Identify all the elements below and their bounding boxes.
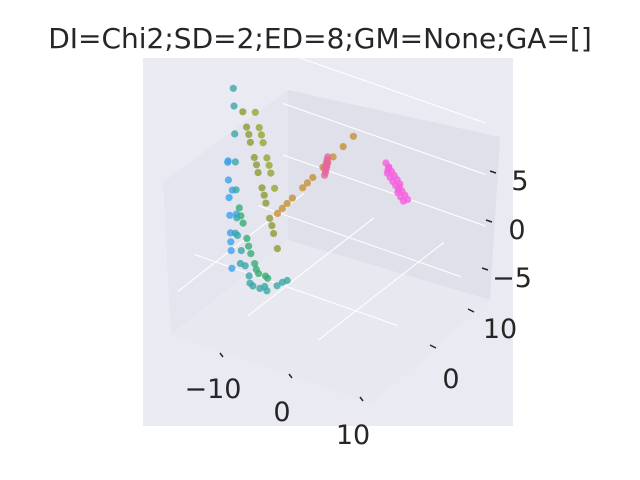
scatter-point: [254, 169, 262, 177]
scatter-points: [224, 84, 412, 295]
scatter-point: [239, 219, 247, 227]
scatter-point: [349, 132, 357, 140]
scatter-point: [231, 130, 239, 138]
scatter-point: [257, 131, 265, 139]
scatter-point: [243, 123, 251, 131]
y-tick-label: 10: [483, 314, 517, 345]
scatter-point: [229, 84, 237, 92]
z-tick-mark: [489, 170, 497, 174]
scatter-point: [324, 153, 332, 161]
z-tick-label: 5: [511, 166, 528, 197]
scatter-point: [273, 282, 281, 290]
scatter-point: [243, 234, 251, 242]
scatter-point: [224, 176, 232, 184]
scatter-point: [226, 211, 234, 219]
scatter-point: [225, 194, 233, 202]
scatter-point: [382, 159, 390, 167]
scatter-point: [227, 238, 235, 246]
x-tick-label: 10: [336, 420, 370, 451]
x-tick-mark: [219, 352, 224, 358]
grid-line: [317, 241, 445, 341]
z-tick-mark: [485, 219, 493, 223]
scatter-point: [250, 153, 258, 162]
scatter-point: [259, 139, 267, 147]
scatter-point: [263, 287, 271, 295]
scatter-point: [303, 179, 311, 187]
x-tick-label: −10: [185, 374, 242, 405]
grid-line: [247, 217, 375, 317]
scatter-point: [329, 153, 337, 161]
scatter-point: [273, 209, 282, 217]
scatter-point: [233, 231, 242, 239]
z-tick-mark: [481, 267, 489, 271]
scatter-point: [233, 214, 241, 222]
scatter-point: [231, 158, 239, 166]
scatter-point: [273, 245, 281, 253]
scatter-point: [268, 222, 276, 230]
x-tick-mark: [359, 396, 364, 402]
y-tick-mark: [467, 308, 475, 313]
scatter-point: [249, 282, 257, 290]
scatter-point: [271, 184, 279, 192]
scatter-point: [224, 157, 232, 165]
scatter-point: [283, 276, 291, 285]
z-tick-label: 0: [508, 215, 525, 246]
x-tick-mark: [288, 373, 293, 379]
grid-line: [257, 205, 461, 278]
scatter-point: [227, 247, 235, 255]
scatter-point: [263, 154, 271, 162]
pane-left: [163, 90, 288, 335]
pane-back: [288, 90, 500, 300]
grid-line: [282, 51, 487, 124]
grid-line: [282, 154, 487, 227]
scatter-point: [255, 124, 263, 132]
scatter-point: [339, 143, 347, 151]
y-tick-label: 0: [442, 364, 459, 395]
scatter-point: [323, 159, 331, 168]
scatter-point: [228, 264, 236, 272]
scatter-point: [247, 250, 255, 258]
scatter-point: [278, 204, 286, 212]
scatter-point: [288, 194, 296, 202]
scatter-point: [246, 138, 254, 146]
scatter-point: [264, 274, 272, 282]
scatter-point: [265, 161, 273, 169]
scatter-point: [258, 184, 266, 192]
grid-line: [282, 103, 487, 176]
scatter-point: [260, 191, 268, 199]
scatter-point: [262, 199, 270, 207]
scatter-point: [232, 186, 240, 194]
scatter-point: [299, 184, 307, 192]
scatter-point: [245, 242, 253, 250]
scatter-point: [245, 130, 253, 138]
scatter-point: [266, 214, 274, 222]
scatter-point: [283, 199, 291, 208]
scatter-point: [230, 102, 238, 110]
grid-line: [194, 254, 398, 327]
z-tick-label: −5: [492, 263, 532, 294]
scatter-point: [251, 108, 259, 116]
scatter-point: [309, 173, 317, 182]
scatter-point: [254, 270, 263, 278]
scatter-point: [235, 204, 243, 212]
y-tick-mark: [429, 344, 437, 349]
chart-title: DI=Chi2;SD=2;ED=8;GM=None;GA=[]: [48, 22, 592, 55]
scatter-point: [245, 272, 253, 280]
scatter-point: [270, 229, 278, 238]
scatter-point: [252, 161, 261, 169]
scatter-point: [251, 260, 259, 268]
scatter-point: [241, 262, 249, 270]
scatter-point: [237, 247, 245, 255]
x-tick-label: 0: [273, 397, 290, 428]
scatter-point: [267, 169, 275, 177]
scatter-point: [239, 108, 247, 116]
